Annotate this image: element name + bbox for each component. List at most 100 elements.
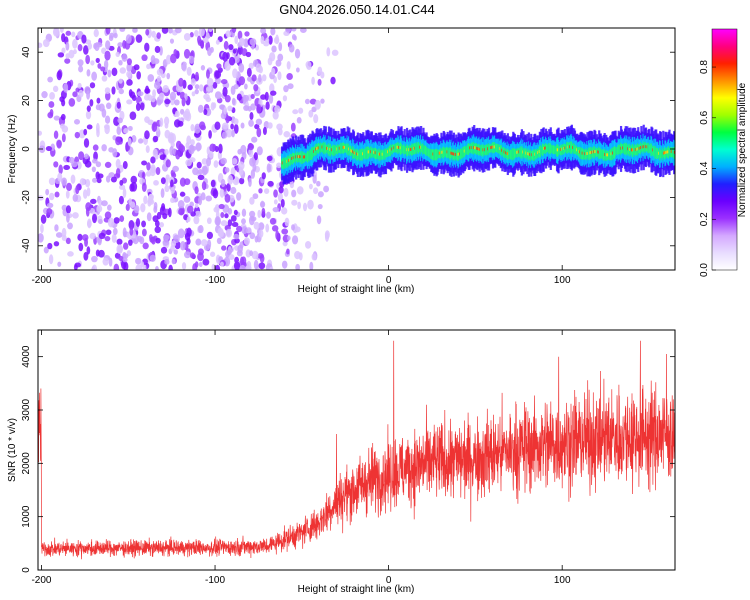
noise-speck	[177, 228, 185, 239]
noise-speck	[206, 157, 212, 167]
snr-x-tick-label: 100	[554, 575, 571, 586]
noise-speck	[151, 30, 156, 38]
noise-speck	[265, 37, 270, 44]
noise-speck	[117, 42, 123, 48]
colorbar-tick-label: 0.6	[699, 110, 710, 124]
noise-speck	[260, 35, 265, 45]
noise-speck	[164, 129, 171, 139]
noise-speck	[156, 75, 162, 82]
noise-speck	[178, 77, 184, 87]
noise-speck	[116, 238, 123, 245]
noise-speck	[77, 44, 83, 52]
noise-speck	[265, 223, 270, 233]
noise-speck	[280, 198, 285, 208]
noise-speck	[221, 245, 227, 251]
noise-speck	[193, 215, 200, 225]
noise-speck	[215, 39, 220, 45]
noise-speck	[156, 99, 162, 106]
noise-speck	[205, 86, 212, 92]
noise-speck	[220, 78, 228, 85]
noise-speck	[261, 172, 266, 180]
noise-speck	[212, 82, 218, 89]
noise-speck	[200, 41, 205, 49]
noise-speck	[85, 110, 92, 120]
noise-speck	[330, 76, 336, 85]
noise-speck	[86, 124, 93, 130]
noise-speck	[258, 222, 265, 231]
noise-speck	[200, 65, 206, 71]
noise-speck	[111, 233, 117, 244]
noise-speck	[91, 213, 98, 224]
spectrogram-x-tick-label: -100	[205, 275, 225, 286]
noise-speck	[72, 212, 79, 219]
noise-speck	[258, 188, 263, 194]
noise-speck	[135, 102, 141, 111]
spectrogram-y-tick-label: 20	[21, 95, 32, 107]
noise-speck	[197, 169, 203, 175]
noise-speck	[208, 28, 213, 33]
noise-speck	[323, 185, 330, 193]
noise-speck	[269, 217, 277, 225]
noise-speck	[260, 28, 267, 34]
snr-y-ticks: 0 1000 2000 3000 4000	[21, 345, 675, 573]
noise-speck	[65, 237, 71, 245]
noise-speck	[197, 248, 204, 256]
noise-speck	[316, 180, 321, 187]
noise-speck	[65, 205, 71, 214]
noise-speck	[109, 32, 115, 39]
noise-speck	[179, 177, 186, 187]
noise-speck	[78, 242, 84, 252]
noise-speck	[183, 33, 191, 41]
noise-speck	[126, 58, 132, 66]
noise-speck	[249, 210, 256, 218]
noise-speck	[241, 226, 248, 235]
noise-speck	[232, 48, 237, 54]
noise-speck	[292, 109, 299, 115]
noise-speck	[253, 259, 259, 270]
colorbar-ticks: 0.0 0.2 0.4 0.6 0.8	[699, 60, 716, 277]
snr-x-tick-label: -100	[205, 575, 225, 586]
chart-title: GN04.2026.050.14.01.C44	[279, 2, 434, 17]
noise-speck	[273, 36, 280, 44]
noise-speck	[220, 157, 227, 165]
noise-speck	[254, 235, 259, 243]
noise-speck	[194, 203, 199, 209]
noise-speck	[48, 101, 55, 108]
noise-speck	[155, 265, 159, 270]
noise-speck	[192, 167, 199, 176]
noise-speck	[160, 177, 166, 185]
noise-speck	[223, 40, 229, 50]
noise-speck	[154, 45, 161, 54]
noise-speck	[227, 219, 233, 227]
noise-speck	[218, 143, 223, 154]
noise-speck	[220, 212, 225, 218]
noise-speck	[161, 28, 169, 34]
noise-speck	[268, 35, 273, 45]
noise-speck	[308, 109, 314, 118]
noise-speck	[202, 258, 210, 266]
noise-speck	[141, 228, 147, 237]
noise-speck	[83, 45, 89, 55]
noise-speck	[101, 47, 107, 54]
noise-speck	[86, 187, 91, 197]
noise-speck	[101, 200, 108, 207]
noise-speck	[198, 224, 204, 234]
noise-speck	[144, 130, 150, 140]
noise-speck	[97, 63, 102, 69]
noise-speck	[291, 199, 298, 206]
noise-speck	[141, 220, 147, 228]
noise-speck	[135, 34, 143, 43]
noise-speck	[294, 226, 301, 233]
noise-speck	[246, 67, 252, 78]
colorbar-tick-label: 0.4	[699, 161, 710, 175]
noise-speck	[247, 105, 252, 112]
noise-speck	[57, 52, 65, 58]
noise-speck	[68, 97, 76, 107]
noise-speck	[155, 166, 161, 176]
noise-speck	[170, 53, 177, 64]
noise-speck	[169, 91, 177, 101]
noise-speck	[130, 175, 138, 184]
noise-speck	[231, 129, 235, 138]
noise-speck	[294, 250, 301, 260]
noise-speck	[45, 145, 52, 152]
